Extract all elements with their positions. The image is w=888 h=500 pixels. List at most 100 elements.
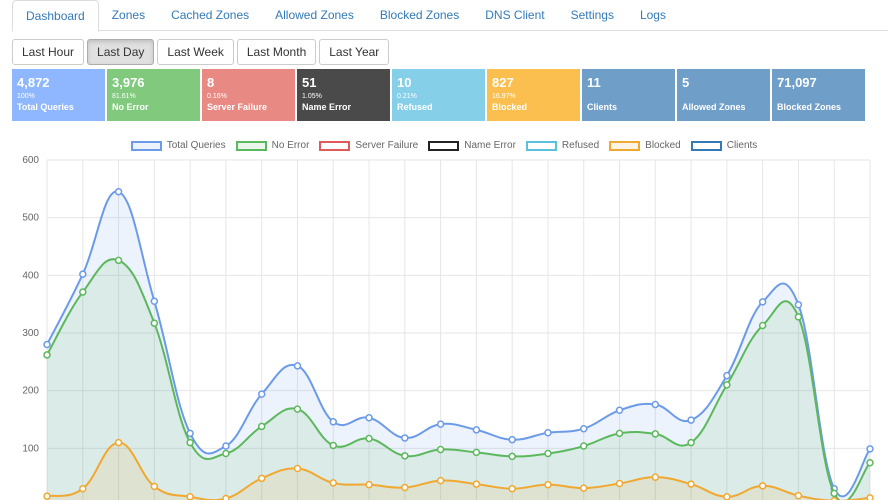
stat-percent: 81.61% [112, 93, 136, 100]
legend-swatch [525, 140, 557, 151]
data-point-no-error [794, 313, 803, 321]
data-point-no-error [830, 489, 838, 498]
legend-label: No Error [271, 140, 310, 151]
data-point-no-error [114, 256, 123, 265]
legend-swatch [428, 140, 460, 151]
stat-value: 4,872 [17, 75, 50, 90]
tab-dns-client[interactable]: DNS Client [485, 8, 545, 22]
range-last-year-button[interactable]: Last Year [319, 39, 390, 65]
stat-card-clients: 11 Clients [582, 69, 675, 121]
range-last-week-button[interactable]: Last Week [157, 39, 234, 65]
series-area-no-error [47, 259, 870, 500]
stat-label: Allowed Zones [682, 102, 746, 112]
legend-swatch [235, 140, 267, 151]
data-point-total-queries [436, 420, 445, 428]
legend-item-clients[interactable]: Clients [690, 140, 757, 151]
data-point-no-error [222, 449, 230, 458]
stat-percent [777, 92, 860, 102]
data-point-blocked [222, 494, 230, 500]
range-last-month-button[interactable]: Last Month [236, 39, 317, 65]
y-tick-label: 400 [22, 270, 39, 281]
data-point-total-queries [866, 445, 874, 453]
stat-label: Refused [397, 102, 433, 112]
data-point-blocked [43, 492, 51, 500]
time-range-buttons: Last Hour Last Day Last Week Last Month Last… [12, 39, 392, 65]
tab-settings[interactable]: Settings [570, 8, 614, 22]
stat-value: 8 [207, 75, 215, 90]
data-point-blocked [866, 494, 874, 500]
data-point-no-error [365, 434, 373, 443]
stat-label: Blocked [492, 102, 528, 112]
tab-logs[interactable]: Logs [639, 8, 666, 22]
data-point-no-error [186, 438, 194, 447]
stat-percent: 1.05% [302, 93, 322, 100]
stat-value: 10 [397, 75, 412, 90]
stat-percent: 0.16% [207, 93, 227, 100]
data-point-total-queries [579, 424, 588, 433]
data-point-no-error [544, 449, 552, 458]
legend-label: Refused [561, 140, 600, 151]
legend-item-no-error[interactable]: No Error [235, 140, 310, 151]
y-tick-label: 500 [22, 213, 39, 224]
legend-swatch [319, 140, 351, 151]
stat-card-allowed-zones: 5 Allowed Zones [677, 69, 770, 121]
stat-value: 51 [302, 75, 317, 90]
data-point-total-queries [508, 435, 516, 444]
stat-card-name-error: 51 1.05% Name Error [297, 69, 390, 121]
series-line-total-queries [46, 190, 871, 498]
legend-item-name-error[interactable]: Name Error [428, 140, 516, 151]
legend-item-total-queries[interactable]: Total Queries [130, 140, 226, 151]
data-point-blocked [758, 482, 767, 490]
stat-percent [682, 92, 765, 102]
data-point-total-queries [186, 429, 194, 438]
data-point-no-error [866, 459, 874, 467]
data-point-blocked [651, 473, 660, 481]
tab-cached-zones[interactable]: Cached Zones [171, 8, 250, 22]
y-tick-label: 100 [22, 443, 39, 454]
stat-label: No Error [112, 102, 149, 112]
y-tick-label: 600 [22, 155, 39, 166]
data-point-total-queries [723, 371, 731, 380]
stat-card-blocked: 827 16.97% Blocked [487, 69, 580, 121]
data-point-no-error [615, 429, 624, 438]
data-point-blocked [329, 479, 338, 487]
data-point-blocked [401, 483, 409, 492]
legend-item-refused[interactable]: Refused [525, 140, 600, 151]
data-point-no-error [758, 321, 767, 330]
tab-allowed-zones[interactable]: Allowed Zones [275, 8, 354, 22]
data-point-no-error [329, 441, 338, 450]
data-point-blocked [794, 491, 803, 500]
data-point-no-error [79, 288, 87, 296]
data-point-blocked [723, 493, 731, 500]
legend-label: Total Queries [166, 140, 226, 151]
data-point-no-error [43, 351, 51, 359]
stat-percent: 100% [17, 93, 35, 100]
legend-item-server-failure[interactable]: Server Failure [319, 140, 418, 151]
range-last-day-button[interactable]: Last Day [87, 39, 155, 65]
data-point-no-error [257, 422, 266, 431]
data-point-total-queries [651, 400, 660, 409]
data-point-blocked [615, 479, 624, 488]
tab-blocked-zones[interactable]: Blocked Zones [379, 8, 460, 22]
legend-item-blocked[interactable]: Blocked [609, 140, 681, 151]
data-point-no-error [150, 319, 159, 327]
data-point-no-error [436, 445, 445, 454]
stat-card-total-queries: 4,872 100% Total Queries [12, 69, 105, 121]
data-point-total-queries [79, 270, 87, 278]
legend-label: Blocked [645, 140, 681, 151]
stat-percent [587, 92, 670, 102]
chart-legend: Total Queries No Error Server Failure Name … [0, 140, 888, 151]
stat-value: 71,097 [777, 75, 817, 90]
stat-label: Blocked Zones [777, 102, 842, 112]
data-point-total-queries [150, 297, 159, 306]
data-point-total-queries [687, 416, 695, 424]
data-point-blocked [186, 493, 194, 500]
series-area-total-queries [47, 191, 870, 500]
tab-dashboard[interactable]: Dashboard [12, 0, 99, 32]
tab-zones[interactable]: Zones [111, 8, 146, 22]
stat-percent: 0.21% [397, 93, 417, 100]
legend-swatch [130, 140, 162, 151]
data-point-total-queries [222, 442, 230, 450]
data-point-total-queries [257, 390, 266, 398]
range-last-hour-button[interactable]: Last Hour [12, 39, 85, 65]
